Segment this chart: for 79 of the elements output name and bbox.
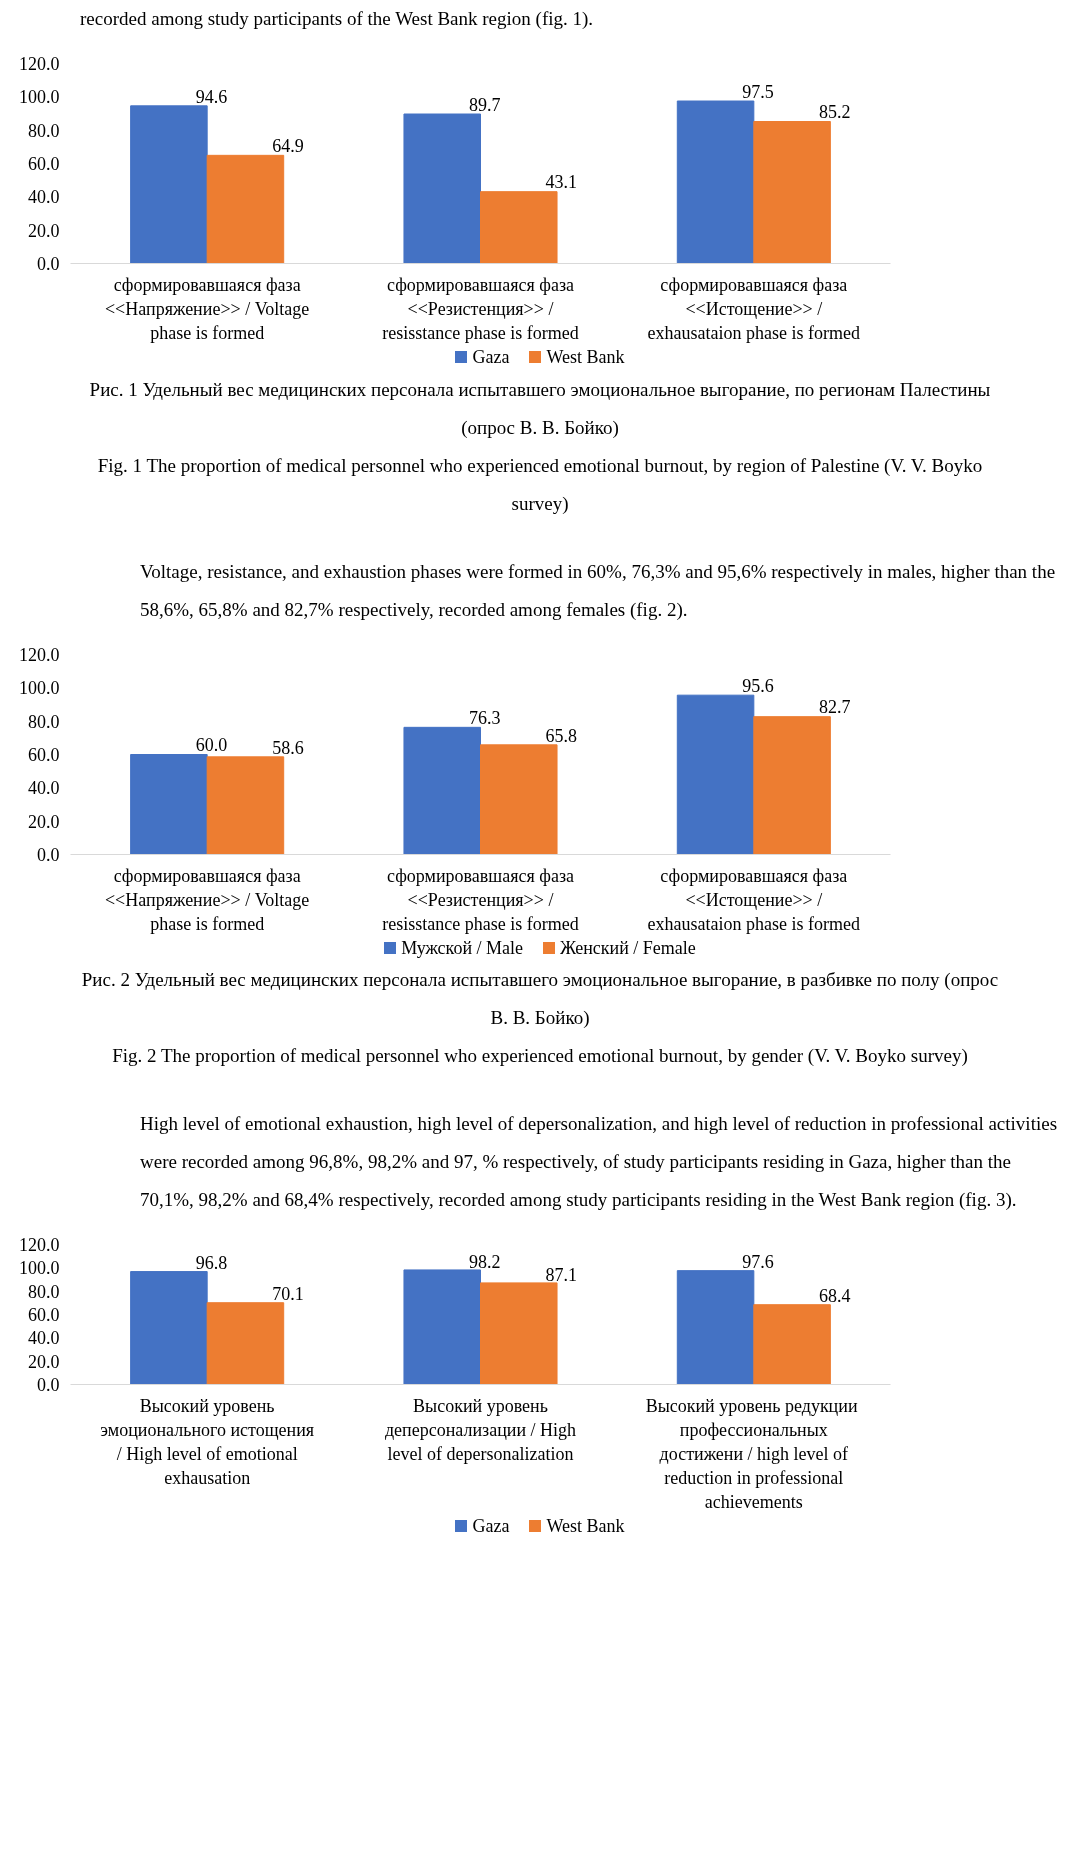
y-tick-label: 0.0	[37, 1375, 60, 1396]
y-tick-label: 60.0	[28, 744, 60, 765]
data-label: 82.7	[818, 697, 851, 718]
data-label: 43.1	[545, 172, 578, 193]
data-label: 97.5	[742, 81, 774, 102]
x-tick-label: сформировавшаяся фаза <<Напряжение>> / Voltage phase is formed	[104, 274, 310, 343]
y-tick-label: 60.0	[28, 1305, 60, 1326]
legend-label: Gaza	[471, 347, 510, 367]
text: Рис. 1 Удельный вес медицинских персонала испытавшего эмоциональное выгорание, по регионам Палестины (опрос В. В. Бойко)	[88, 377, 992, 440]
y-tick-label: 20.0	[28, 811, 60, 832]
bar	[130, 753, 208, 855]
data-label: 98.2	[469, 1252, 501, 1273]
data-label: 95.6	[742, 675, 774, 696]
data-label: 65.8	[545, 725, 578, 746]
x-tick-label: Высокий уровень деперсонализации / High level of depersonalization	[384, 1395, 577, 1464]
data-label: 76.3	[469, 707, 501, 728]
x-tick-label: Высокий уровень эмоционального истощения / High level of emotional exhausation	[100, 1395, 315, 1488]
bar	[130, 1271, 208, 1385]
y-tick-label: 40.0	[28, 187, 60, 208]
y-tick-label: 80.0	[28, 1282, 60, 1303]
bar	[753, 715, 831, 855]
data-label: 97.6	[742, 1252, 774, 1273]
bar	[753, 121, 831, 264]
y-tick-label: 80.0	[28, 711, 60, 732]
data-label: 87.1	[545, 1264, 578, 1285]
y-tick-label: 100.0	[19, 1258, 60, 1279]
caption: Fig. 2 The proportion of medical personnel who experienced emotional burnout, by gender (V. V. Boyko survey)	[112, 1044, 968, 1069]
x-tick-label: сформировавшаяся фаза <<Истощение>> / exhausataion phase is formed	[647, 865, 861, 934]
data-label: 94.6	[195, 86, 228, 107]
y-tick-label: 100.0	[19, 678, 60, 699]
bar	[676, 694, 755, 855]
data-label: 58.6	[272, 737, 304, 758]
legend-label: Gaza	[471, 1516, 510, 1537]
legend-label: Мужской / Male	[400, 937, 524, 958]
bar	[403, 113, 481, 264]
bar	[403, 726, 481, 855]
data-label: 70.1	[272, 1284, 304, 1305]
y-tick-label: 20.0	[28, 1352, 60, 1373]
x-tick-label: сформировавшаяся фаза <<Резистенция>> / resisstance phase is formed	[382, 274, 579, 343]
text: Рис. 2 Удельный вес медицинских персонала испытавшего эмоциональное выгорание, в разбивке по полу (опрос В. В. Бойко)	[80, 968, 1000, 1031]
bar	[403, 1269, 481, 1385]
y-tick-label: 40.0	[28, 778, 60, 799]
y-tick-label: 120.0	[19, 1235, 60, 1256]
legend-label: West Bank	[545, 1516, 625, 1537]
bar	[480, 1282, 558, 1385]
chart-subtitle: Voltage, resistance, and exhaustion phases were formed in 60%, 76,3% and 95,6% respectively in males, higher than the 58,6%, 65,8% and 82,7% respectively, recorded among females (fig. 2).	[140, 559, 1057, 622]
bar	[206, 154, 285, 264]
y-tick-label: 120.0	[19, 644, 60, 665]
x-tick-label: Высокий уровень редукции профессиональных достижени / high level of reduction in professional achievements	[645, 1395, 858, 1512]
bar	[480, 191, 558, 264]
bar	[130, 105, 208, 264]
y-tick-label: 0.0	[37, 844, 60, 865]
data-label: 85.2	[818, 102, 851, 123]
data-label: 60.0	[195, 734, 228, 755]
data-label: 96.8	[195, 1253, 228, 1274]
bar	[480, 744, 558, 855]
legend-label: Женский / Female	[559, 937, 696, 958]
y-tick-label: 100.0	[19, 87, 60, 108]
data-label: 64.9	[272, 136, 304, 156]
y-tick-label: 60.0	[28, 154, 60, 174]
y-tick-label: 120.0	[19, 54, 60, 74]
chart-subtitle: High level of emotional exhaustion, high level of depersonalization, and high level of reduction in professional activities were recorded among 96,8%, 98,2% and 97, % respectively, of study participants residing in Gaza, higher than the 70,1%, 98,2% and 68,4% respectively, recorded among study participants residing in the West Bank region (fig. 3).	[140, 1112, 1059, 1213]
y-tick-label: 80.0	[28, 120, 60, 141]
bar	[206, 1302, 285, 1385]
x-tick-label: сформировавшаяся фаза <<Истощение>> / exhausataion phase is formed	[647, 274, 861, 343]
data-label: 68.4	[818, 1286, 851, 1307]
chart-subtitle: recorded among study participants of the West Bank region (fig. 1).	[80, 7, 594, 31]
caption: Fig. 1 The proportion of medical personnel who experienced emotional burnout, by region of Palestine (V. V. Boyko survey)	[96, 453, 984, 516]
bar	[676, 100, 755, 264]
y-tick-label: 20.0	[28, 220, 60, 241]
x-tick-label: сформировавшаяся фаза <<Резистенция>> / resisstance phase is formed	[382, 865, 579, 934]
y-tick-label: 0.0	[37, 254, 60, 274]
legend-label: West Bank	[545, 347, 625, 367]
bar	[753, 1304, 831, 1385]
x-tick-label: сформировавшаяся фаза <<Напряжение>> / Voltage phase is formed	[104, 865, 310, 934]
bar	[676, 1270, 755, 1385]
bar	[206, 756, 285, 855]
data-label: 89.7	[469, 94, 501, 115]
y-tick-label: 40.0	[28, 1328, 60, 1349]
